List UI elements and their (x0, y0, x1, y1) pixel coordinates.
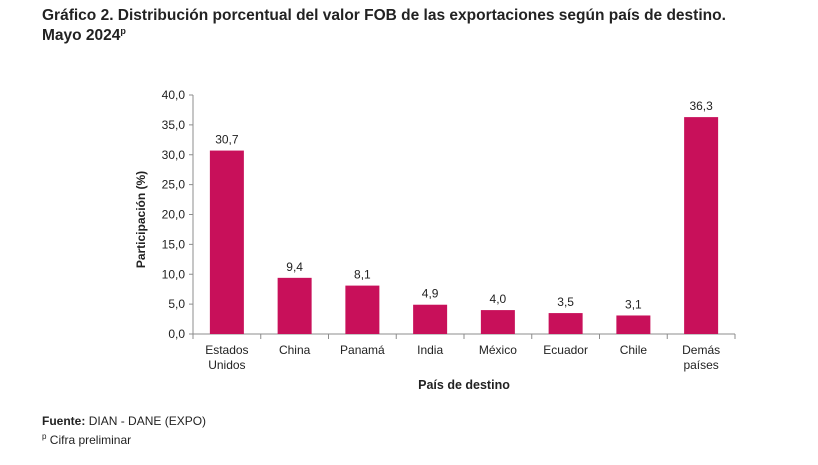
note-mark: p (42, 432, 47, 441)
category-label: India (417, 343, 443, 357)
bar (209, 150, 244, 334)
source-label: Fuente: (42, 414, 86, 428)
y-tick-label: 40,0 (162, 88, 186, 102)
bar (480, 310, 515, 334)
y-tick-label: 15,0 (162, 237, 186, 251)
note-line: p Cifra preliminar (42, 429, 206, 448)
y-axis-title: Participación (%) (134, 171, 148, 268)
chart-title-line2: Mayo 2024p (42, 26, 726, 46)
bar-value-label: 4,0 (490, 292, 507, 306)
bar-value-label: 4,9 (422, 287, 439, 301)
bar-value-label: 36,3 (689, 99, 713, 113)
bar (548, 313, 583, 334)
bar-value-label: 3,5 (557, 295, 574, 309)
source-line: Fuente: DIAN - DANE (EXPO) (42, 413, 206, 429)
category-label: Ecuador (543, 343, 588, 357)
chart-footer: Fuente: DIAN - DANE (EXPO) p Cifra preli… (42, 413, 206, 448)
category-label: Demás países (682, 343, 720, 372)
chart-title-preliminary-mark: p (120, 25, 126, 36)
bar-value-label: 30,7 (215, 133, 239, 147)
bar (277, 277, 312, 334)
bar-value-label: 3,1 (625, 297, 642, 311)
category-label: China (279, 343, 311, 357)
bar (684, 117, 719, 334)
y-tick-label: 30,0 (162, 148, 186, 162)
bar (616, 315, 651, 334)
category-label: Chile (620, 343, 648, 357)
source-text: DIAN - DANE (EXPO) (88, 414, 207, 428)
x-axis-title: País de destino (418, 378, 510, 392)
chart-title-line1: Gráfico 2. Distribución porcentual del v… (42, 7, 726, 24)
y-tick-label: 10,0 (162, 267, 186, 281)
bar (345, 285, 380, 334)
y-tick-label: 25,0 (162, 178, 186, 192)
y-tick-label: 20,0 (162, 208, 186, 222)
category-label: Estados Unidos (205, 343, 248, 372)
y-tick-label: 0,0 (168, 327, 185, 341)
chart-title-period: Mayo 2024 (42, 27, 121, 44)
note-text: Cifra preliminar (49, 433, 132, 447)
bar-value-label: 8,1 (354, 268, 371, 282)
category-label: México (479, 343, 517, 357)
bar (413, 304, 448, 334)
y-tick-label: 5,0 (168, 297, 185, 311)
y-tick-label: 35,0 (162, 118, 186, 132)
category-label: Panamá (340, 343, 385, 357)
chart-title: Gráfico 2. Distribución porcentual del v… (42, 6, 726, 46)
bar-value-label: 9,4 (286, 260, 303, 274)
